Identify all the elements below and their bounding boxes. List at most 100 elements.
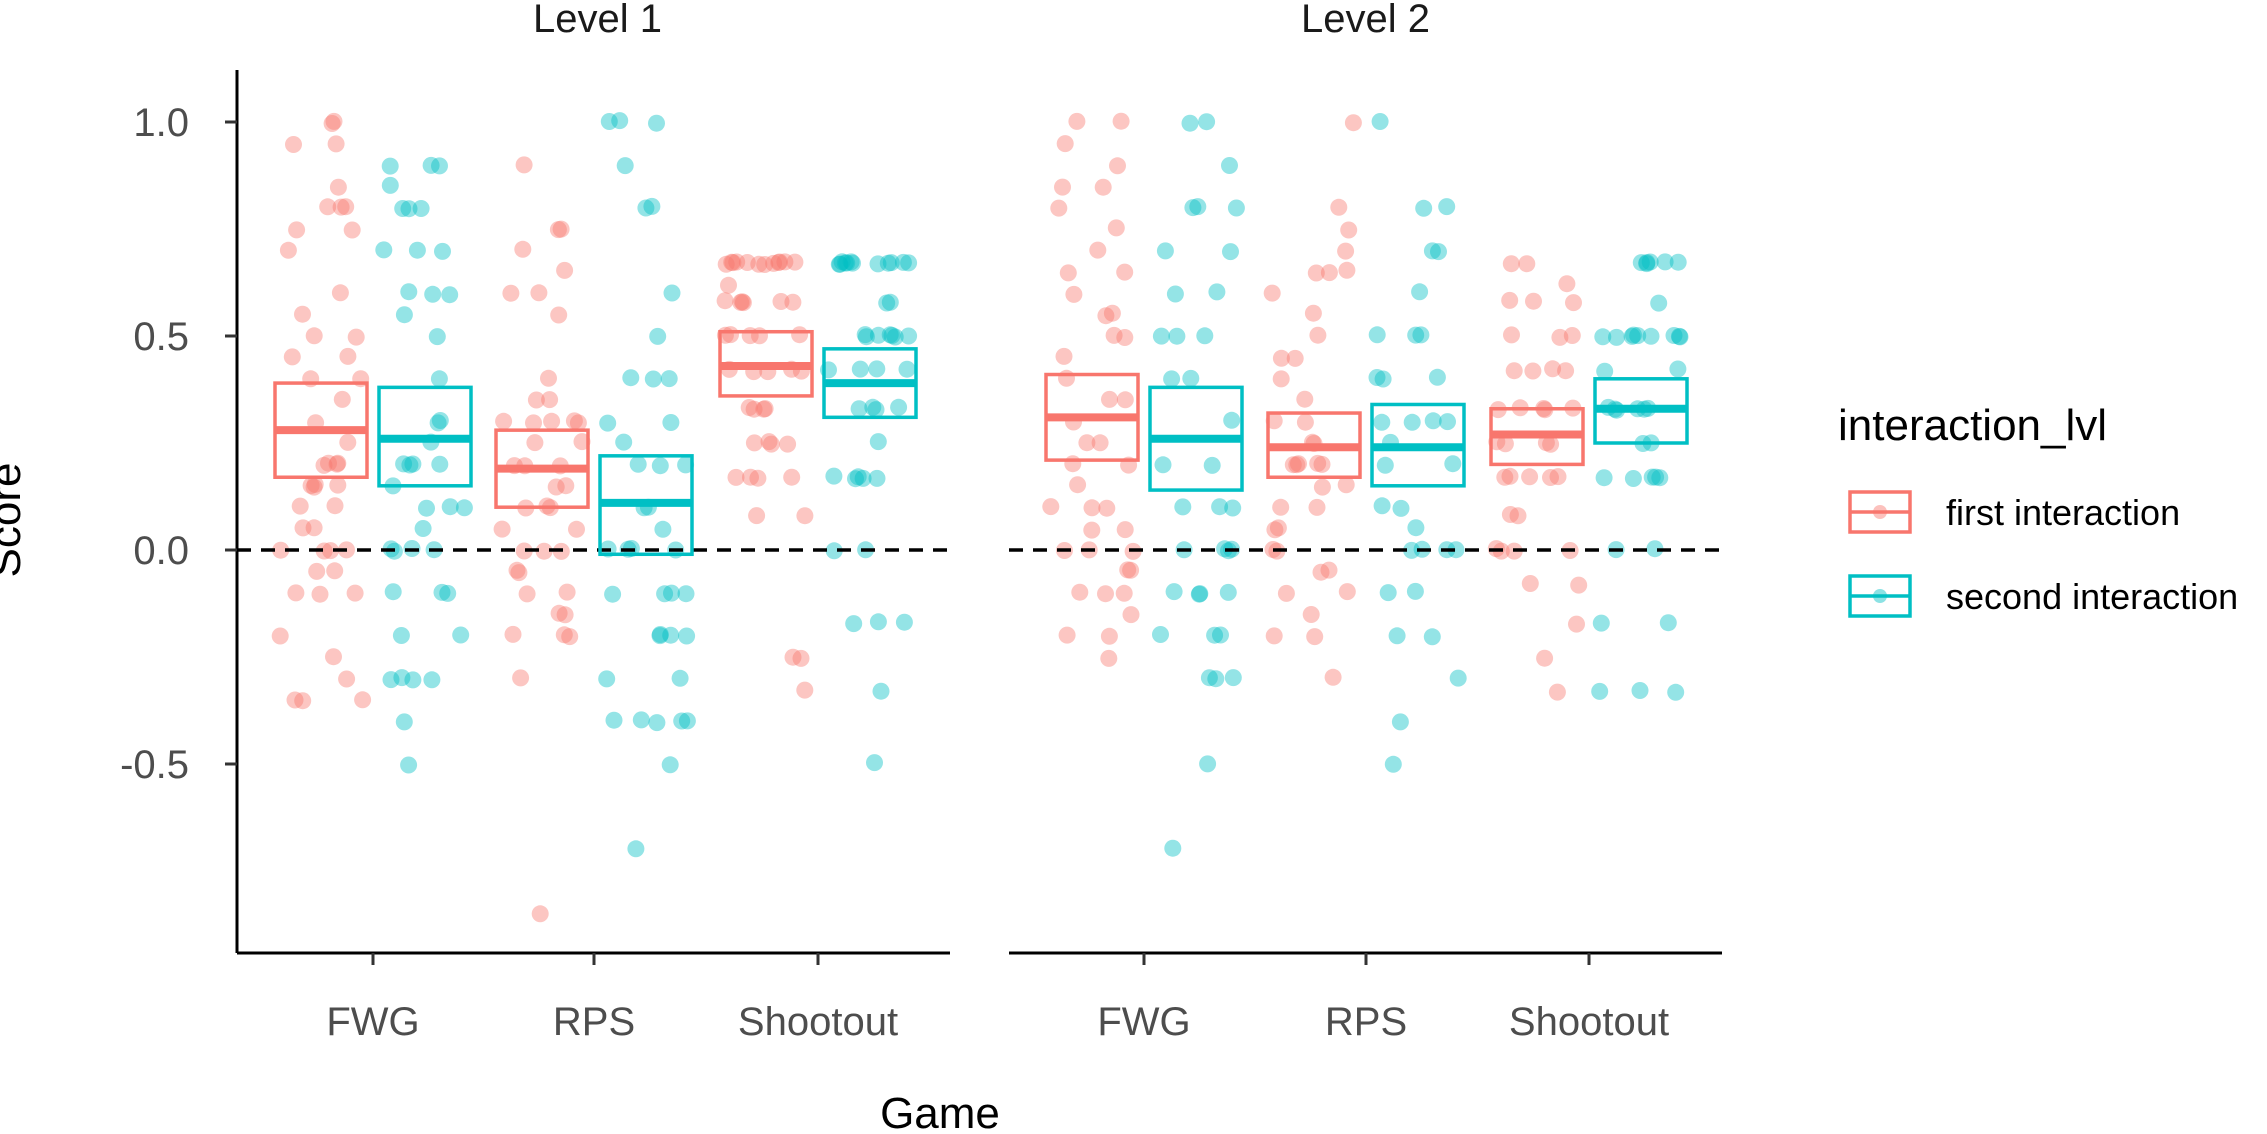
data-point (1211, 498, 1229, 516)
data-point (756, 400, 774, 418)
data-point (1119, 561, 1137, 579)
data-point (311, 585, 329, 603)
data-point (423, 671, 441, 689)
data-point (331, 284, 349, 302)
data-point (1152, 626, 1169, 643)
data-point (294, 519, 312, 537)
data-point (404, 455, 422, 473)
data-point (1340, 221, 1358, 239)
data-point (1544, 360, 1562, 378)
data-point (656, 585, 674, 603)
data-point (1669, 360, 1687, 378)
data-point (1415, 199, 1433, 217)
data-point (1101, 390, 1118, 408)
data-point (660, 370, 678, 388)
data-point (1198, 113, 1216, 131)
data-point (1309, 326, 1327, 344)
data-point (329, 178, 347, 196)
data-point (1501, 506, 1519, 523)
data-point (784, 648, 802, 666)
data-point (1671, 328, 1689, 346)
data-point (1524, 362, 1542, 380)
data-point (1189, 198, 1207, 216)
data-point (1641, 253, 1659, 271)
data-point (1166, 285, 1184, 303)
data-point (338, 670, 356, 688)
data-point (616, 157, 634, 175)
data-point (530, 284, 548, 302)
data-point (1313, 455, 1331, 473)
data-point (796, 681, 814, 699)
data-point (854, 469, 872, 487)
data-point (783, 468, 801, 486)
data-point (1338, 261, 1356, 279)
data-point (531, 905, 549, 923)
data-point (1424, 412, 1442, 430)
data-point (550, 306, 568, 324)
data-point (776, 253, 794, 271)
data-point (1098, 499, 1116, 517)
data-point (849, 468, 867, 486)
data-point (287, 584, 305, 602)
data-point (720, 276, 737, 294)
data-point (1444, 455, 1462, 473)
data-point (1659, 614, 1677, 632)
data-point (895, 613, 913, 631)
data-point (1388, 627, 1406, 645)
data-point (1055, 347, 1073, 365)
data-point (1379, 584, 1397, 602)
data-point (1184, 199, 1202, 217)
data-point (1536, 649, 1554, 667)
data-point (1407, 519, 1425, 537)
data-point (663, 584, 680, 602)
data-point (732, 293, 750, 311)
data-point (900, 327, 918, 345)
legend-label-second: second interaction (1946, 576, 2238, 617)
data-point (1594, 328, 1612, 346)
data-point (1439, 413, 1456, 431)
data-point (1100, 649, 1118, 667)
data-point (1042, 498, 1060, 516)
data-point (1667, 683, 1685, 701)
data-point (1221, 157, 1238, 174)
data-point (883, 327, 901, 344)
data-point (1083, 521, 1101, 539)
data-point (644, 370, 662, 388)
data-point (495, 412, 513, 430)
data-point (395, 306, 413, 324)
data-point (734, 294, 752, 312)
summary-boxes (273, 329, 918, 557)
data-point (1557, 362, 1575, 380)
data-point (1207, 670, 1225, 688)
data-point (1263, 284, 1281, 302)
legend-key-first (1848, 490, 1912, 534)
legend-title: interaction_lvl (1838, 401, 2107, 450)
data-point (760, 433, 778, 451)
data-point (749, 469, 767, 487)
data-point (1284, 456, 1302, 474)
data-point (439, 584, 457, 602)
data-point (748, 507, 766, 525)
data-point (1091, 434, 1109, 452)
data-point (1324, 668, 1342, 686)
data-point (1423, 628, 1441, 646)
data-point (1549, 468, 1567, 486)
data-point (515, 156, 533, 174)
data-point (1592, 614, 1610, 632)
data-point (1116, 329, 1134, 346)
data-point (1182, 369, 1200, 387)
data-point (770, 254, 788, 271)
data-point (395, 455, 413, 473)
data-point (508, 561, 526, 579)
data-point (339, 347, 357, 365)
data-point (1191, 585, 1209, 603)
data-point (661, 756, 679, 774)
data-point (433, 583, 451, 601)
data-point (381, 176, 399, 194)
data-point (1199, 755, 1217, 773)
data-point (755, 400, 773, 418)
data-point (1623, 327, 1641, 345)
data-point (1650, 294, 1668, 312)
data-point (1565, 294, 1582, 312)
